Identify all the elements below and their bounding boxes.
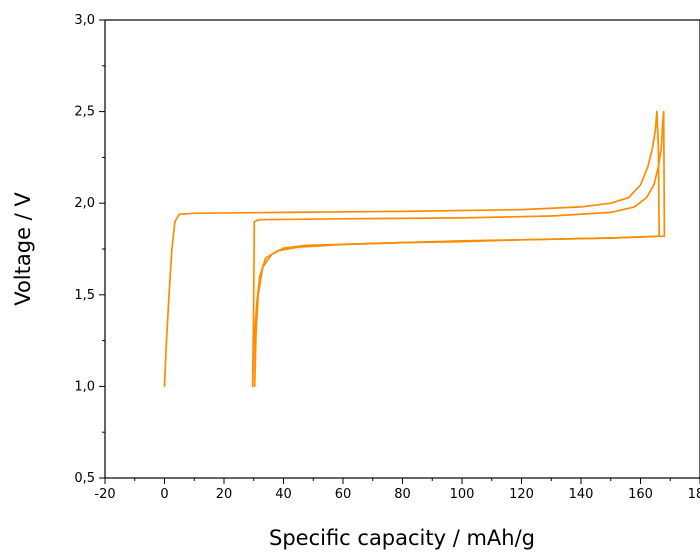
y-tick-label: 0,5 xyxy=(74,471,95,486)
x-axis-title: Specific capacity / mAh/g xyxy=(269,526,535,550)
x-tick-label: 80 xyxy=(394,487,411,502)
x-tick-label: 40 xyxy=(275,487,292,502)
x-tick-label: 160 xyxy=(628,487,653,502)
x-tick-label: 0 xyxy=(160,487,168,502)
x-tick-label: 180 xyxy=(688,487,700,502)
x-tick-label: 60 xyxy=(335,487,352,502)
x-tick-label: 100 xyxy=(450,487,475,502)
x-tick-label: 140 xyxy=(569,487,594,502)
y-axis-title: Voltage / V xyxy=(11,192,35,306)
y-tick-label: 2,5 xyxy=(74,105,95,120)
y-tick-label: 2,0 xyxy=(74,196,95,211)
series-line-2 xyxy=(251,110,666,388)
series-line-3 xyxy=(253,235,666,388)
x-axis: -20 0 20 40 60 80 100 120 140 160 180 xyxy=(94,478,700,502)
plot-frame xyxy=(104,19,700,479)
series-line-1 xyxy=(163,110,661,388)
y-axis: 0,5 1,0 1,5 2,0 2,5 3,0 xyxy=(74,13,105,486)
y-tick-label: 1,0 xyxy=(74,379,95,394)
x-tick-label: 120 xyxy=(509,487,534,502)
y-tick-label: 3,0 xyxy=(74,13,95,28)
series-group xyxy=(163,110,666,388)
x-tick-label: 20 xyxy=(216,487,233,502)
x-tick-label: -20 xyxy=(94,487,115,502)
y-tick-label: 1,5 xyxy=(74,288,95,303)
